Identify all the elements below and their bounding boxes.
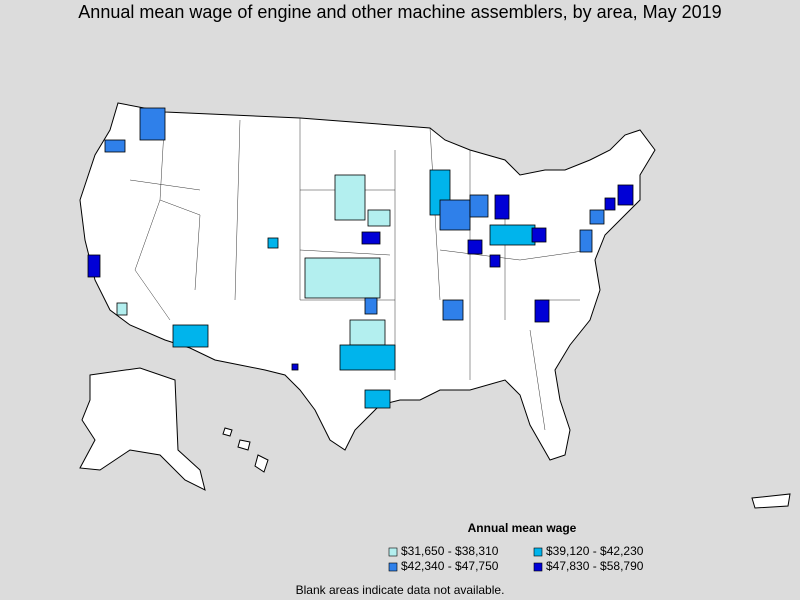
legend: $31,650 - $38,310 $39,120 - $42,230 $42,34… <box>388 544 644 573</box>
legend-label: $39,120 - $42,230 <box>546 544 644 558</box>
wage-area <box>442 299 464 321</box>
wage-area <box>604 197 616 211</box>
wage-area <box>489 254 501 268</box>
hawaii <box>237 439 251 451</box>
wage-area <box>116 302 128 316</box>
legend-label: $31,650 - $38,310 <box>401 544 499 558</box>
us-map <box>79 102 791 509</box>
wage-area <box>339 344 396 371</box>
wage-area <box>617 184 634 206</box>
legend-label: $42,340 - $47,750 <box>401 559 499 573</box>
wage-area <box>291 363 299 371</box>
legend-swatch <box>388 547 398 557</box>
legend-swatch <box>533 562 543 572</box>
wage-area <box>172 324 209 348</box>
wage-area <box>579 229 593 253</box>
wage-area <box>469 194 489 218</box>
wage-area <box>367 209 391 227</box>
wage-area <box>589 209 605 225</box>
wage-area <box>534 299 550 323</box>
wage-area <box>104 139 126 153</box>
legend-title: Annual mean wage <box>468 521 577 535</box>
title: Annual mean wage of engine and other mac… <box>78 2 721 22</box>
wage-area <box>267 237 279 249</box>
legend-swatch <box>388 562 398 572</box>
wage-areas <box>87 107 634 409</box>
legend-swatch <box>533 547 543 557</box>
wage-area <box>439 199 471 231</box>
footnote: Blank areas indicate data not available. <box>296 583 505 597</box>
alaska <box>79 367 206 491</box>
wage-area <box>494 194 510 220</box>
wage-area <box>364 389 391 409</box>
wage-area <box>467 239 483 255</box>
state-borders <box>129 111 591 431</box>
wage-area <box>531 227 547 243</box>
hawaii <box>222 427 233 437</box>
hawaii <box>254 454 269 473</box>
wage-area <box>304 257 381 299</box>
wage-area <box>87 254 101 278</box>
wage-area <box>139 107 166 141</box>
wage-area <box>349 319 386 346</box>
legend-label: $47,830 - $58,790 <box>546 559 644 573</box>
wage-area <box>489 224 536 246</box>
puerto-rico <box>751 493 791 509</box>
wage-area <box>361 231 381 245</box>
wage-area <box>334 174 366 221</box>
wage-area <box>364 297 378 315</box>
